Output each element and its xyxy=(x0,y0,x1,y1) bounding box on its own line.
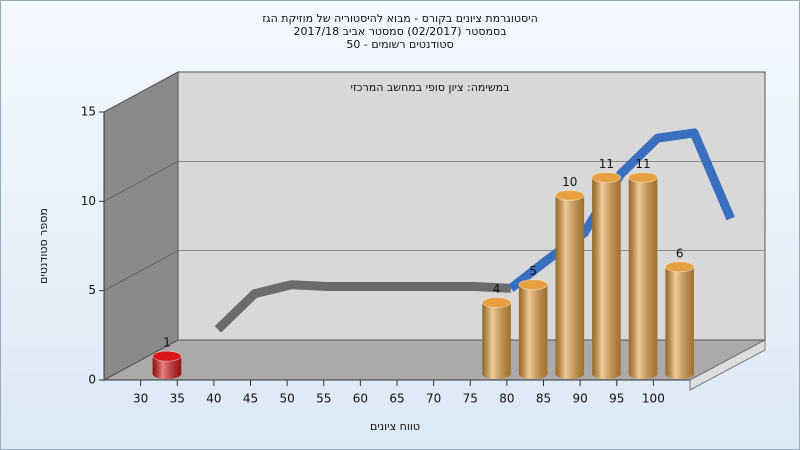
x-tick-label: 65 xyxy=(389,392,404,406)
annotation: במשימה: ציון סופי במחשב המרכזי xyxy=(350,81,509,94)
trend-line xyxy=(214,280,512,333)
y-tick-label: 5 xyxy=(88,283,96,297)
chart-subtitle: סטודנטים רשומים - 50 xyxy=(346,38,453,51)
bar-top xyxy=(628,171,658,183)
x-tick-label: 85 xyxy=(536,392,551,406)
chart-title: היסטוגרמת ציונים בקורס - מבוא להיסטוריה … xyxy=(262,12,538,25)
value-label: 1 xyxy=(163,336,171,350)
value-label: 11 xyxy=(635,157,650,171)
y-tick-label: 15 xyxy=(81,105,96,119)
bar-shade xyxy=(592,177,621,379)
bar-top xyxy=(555,189,585,201)
bar-top xyxy=(481,297,512,309)
chart-subtitle: בסמסטר (02/2017) סמסטר אביב 2017/18 xyxy=(293,25,506,38)
x-tick-label: 80 xyxy=(499,392,514,406)
x-tick-label: 50 xyxy=(279,392,294,406)
value-label: 10 xyxy=(562,175,577,189)
bar-shade xyxy=(665,266,694,379)
bar-top xyxy=(152,350,182,362)
x-tick-label: 70 xyxy=(426,392,441,406)
bar-top xyxy=(591,171,622,183)
y-tick-label: 0 xyxy=(88,373,96,387)
x-tick-label: 35 xyxy=(170,392,185,406)
trend-line xyxy=(508,128,735,292)
bar-shade xyxy=(482,302,511,379)
bar-top xyxy=(518,279,548,291)
bar-shade xyxy=(152,356,182,379)
bar-shade xyxy=(518,284,548,379)
x-tick-label: 30 xyxy=(133,392,148,406)
value-label: 11 xyxy=(599,157,614,171)
y-axis-label: מספר סטודנטים xyxy=(37,208,50,284)
x-tick-label: 90 xyxy=(572,392,587,406)
left-wall xyxy=(103,71,179,381)
value-label: 4 xyxy=(493,282,501,296)
bar-shade xyxy=(628,177,658,379)
floor-edge xyxy=(689,339,766,391)
y-tick-label: 10 xyxy=(81,194,96,208)
bar-shade xyxy=(555,195,585,379)
bar-top xyxy=(664,261,695,273)
x-tick-label: 75 xyxy=(463,392,478,406)
x-tick-label: 40 xyxy=(206,392,221,406)
x-axis-label: טווח ציונים xyxy=(370,420,420,433)
x-tick-label: 45 xyxy=(243,392,258,406)
value-label: 5 xyxy=(529,264,537,278)
grid-line xyxy=(103,71,764,113)
x-tick-label: 55 xyxy=(316,392,331,406)
value-label: 6 xyxy=(676,246,684,260)
x-tick-label: 100 xyxy=(642,392,665,406)
grid-line xyxy=(103,160,764,202)
x-tick-label: 95 xyxy=(609,392,624,406)
x-tick-label: 60 xyxy=(353,392,368,406)
